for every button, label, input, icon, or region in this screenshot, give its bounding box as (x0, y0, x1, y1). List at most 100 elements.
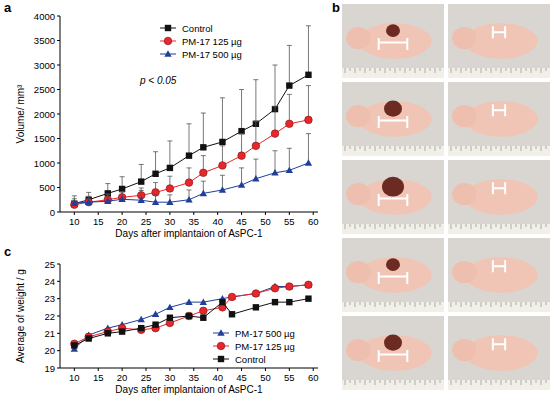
series (71, 86, 313, 209)
data-point (219, 186, 226, 192)
data-point (185, 196, 192, 202)
data-point (305, 159, 312, 165)
x-tick (169, 212, 170, 215)
x-tick (265, 368, 266, 371)
data-point (105, 330, 111, 336)
measure (379, 194, 408, 206)
data-point (200, 315, 206, 321)
series (71, 134, 312, 206)
legend-label: PM-17 500 µg (182, 49, 242, 60)
ruler-tick (541, 380, 542, 385)
ruler-tick (521, 68, 522, 73)
ruler-tick (365, 302, 366, 307)
y-tick-label: 1000 (34, 158, 55, 169)
data-point (305, 295, 311, 301)
ruler-tick (430, 224, 431, 227)
data-point (167, 315, 173, 321)
ruler-tick (506, 68, 507, 71)
data-point (71, 200, 78, 206)
ruler-tick (456, 380, 457, 383)
photo-bg (448, 160, 550, 234)
error-bar (201, 113, 206, 147)
mouse-head (346, 339, 370, 361)
error-line (241, 90, 242, 132)
photo-bg (448, 316, 550, 390)
x-tick (289, 212, 290, 215)
ruler-tick (486, 380, 487, 383)
ruler-tick (536, 146, 537, 149)
ruler-tick (461, 380, 462, 385)
panel-1: b (332, 0, 550, 390)
ruler-tick (405, 68, 406, 73)
ruler-tick (516, 380, 517, 383)
legend-marker (217, 342, 225, 350)
plot-area (71, 281, 313, 352)
x-tick (98, 368, 99, 371)
ruler-tick (380, 380, 381, 383)
error-cap (120, 191, 125, 192)
data-point (152, 199, 159, 205)
x-tick-label: 30 (165, 216, 176, 227)
measure (493, 26, 505, 38)
photo-bg (342, 82, 444, 156)
ruler-tick (491, 224, 492, 229)
data-point (138, 316, 145, 322)
legend-marker (165, 25, 171, 31)
measure (379, 272, 408, 284)
ruler-tick (350, 302, 351, 305)
x-tick (146, 212, 147, 215)
ruler (448, 146, 550, 156)
panel-label: a (4, 0, 12, 15)
y-tick (57, 333, 60, 334)
error-cap (306, 133, 311, 134)
data-point (286, 120, 294, 128)
error-cap (201, 181, 206, 182)
x-tick (313, 212, 314, 215)
photo (448, 238, 550, 312)
ruler-tick (430, 68, 431, 71)
panel-label: c (4, 244, 11, 259)
data-point (186, 152, 192, 158)
ruler-tick (486, 224, 487, 227)
mouse-head (452, 183, 476, 205)
data-point (186, 313, 192, 319)
data-point (152, 311, 159, 317)
x-tick-label: 10 (69, 372, 80, 383)
ruler-tick (415, 68, 416, 73)
mouse-head (452, 339, 476, 361)
y-tick-label: 3000 (34, 60, 55, 71)
ruler-tick (395, 68, 396, 73)
ruler-tick (355, 146, 356, 151)
ruler-tick (440, 68, 441, 71)
x-tick-label: 35 (188, 372, 199, 383)
data-point (228, 293, 236, 301)
ruler (342, 68, 444, 78)
y-tick (57, 65, 60, 66)
ruler-tick (375, 146, 376, 151)
error-cap (220, 97, 225, 98)
x-axis-label: Days after implantaion of AsPC-1 (115, 384, 263, 395)
ruler-tick (375, 68, 376, 73)
mouse-head (346, 183, 370, 205)
data-point (305, 116, 313, 124)
ruler-tick (486, 302, 487, 305)
x-tick-label: 10 (69, 216, 80, 227)
ruler-tick (435, 224, 436, 229)
x-tick-label: 40 (212, 216, 223, 227)
y-tick (57, 40, 60, 41)
ruler-tick (440, 146, 441, 149)
x-tick (313, 368, 314, 371)
ruler-tick (360, 68, 361, 71)
error-line (289, 45, 290, 85)
error-cap (153, 151, 158, 152)
ruler-tick (415, 380, 416, 385)
error-cap (253, 121, 258, 122)
ruler-tick (476, 302, 477, 305)
ruler-tick (345, 224, 346, 229)
data-point (152, 189, 160, 197)
legend: PM-17 500 µgPM-17 125 µgControl (213, 328, 295, 365)
ruler-tick (531, 68, 532, 73)
ruler-tick (526, 302, 527, 305)
ruler-tick (385, 302, 386, 307)
error-line (308, 26, 309, 75)
